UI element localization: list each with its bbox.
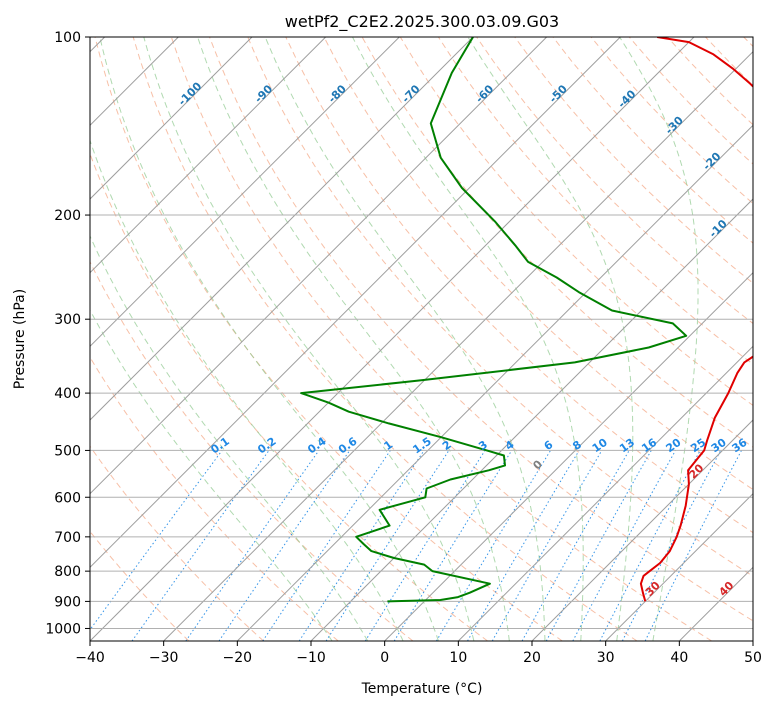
x-tick-label: −30: [149, 650, 179, 666]
mixing-ratio-line: [393, 450, 513, 641]
moist-adiabat: [99, 37, 439, 641]
isotherm-line: [90, 37, 400, 348]
x-tick-label: −20: [223, 650, 253, 666]
x-tick-label: 0: [380, 650, 389, 666]
y-tick-label: 100: [54, 30, 81, 46]
y-tick-label: 300: [54, 312, 81, 328]
dry-adiabat: [247, 37, 753, 577]
isotherm-line: [384, 271, 753, 641]
mixing-ratio-line: [325, 450, 450, 641]
y-tick-label: 500: [54, 443, 81, 459]
isotherm-line: [90, 37, 695, 641]
isotherm-line: [90, 37, 253, 200]
temperature-profile: [639, 37, 753, 602]
x-tick-label: 40: [670, 650, 688, 666]
x-tick-label: 10: [449, 650, 467, 666]
moist-adiabat: [197, 37, 510, 641]
isotherm-line: [310, 198, 753, 641]
profile-lines: [300, 37, 753, 603]
dry-adiabat: [323, 37, 753, 491]
background-lines: [90, 37, 753, 641]
isotherm-line: [605, 492, 753, 641]
y-tick-label: 900: [54, 594, 81, 610]
dry-adiabat: [90, 445, 264, 641]
dry-adiabat: [209, 37, 753, 622]
mixing-ratio-line: [218, 450, 351, 641]
moist-adiabat: [90, 309, 333, 641]
chart-title: wetPf2_C2E2.2025.300.03.09.G03: [285, 12, 559, 32]
dry-adiabat: [170, 37, 712, 641]
y-tick-label: 200: [54, 208, 81, 224]
mixing-ratio-line: [185, 450, 320, 641]
dry-adiabat: [90, 356, 339, 641]
moist-adiabat: [90, 138, 404, 641]
dewpoint-profile: [300, 37, 688, 603]
isotherm-line: [531, 419, 753, 641]
dry-adiabat: [514, 37, 753, 284]
mixing-ratio-line: [644, 450, 742, 641]
isotherm-line: [90, 37, 621, 569]
isotherm-line: [90, 37, 327, 274]
mixing-ratio-line: [621, 450, 722, 641]
isotherm-line: [90, 37, 474, 421]
isotherm-line: [236, 124, 753, 641]
plot-frame: [89, 36, 754, 642]
isotherm-line: [457, 345, 753, 641]
moist-adiabat: [143, 37, 475, 641]
isotherm-line: [752, 640, 753, 641]
x-tick-label: −40: [75, 650, 105, 666]
mixing-ratio-line: [262, 450, 391, 641]
mixing-ratio-line: [90, 450, 223, 631]
x-tick-label: 30: [597, 650, 615, 666]
x-tick-label: 20: [523, 650, 541, 666]
y-tick-label: 1000: [45, 621, 81, 637]
y-axis-label: Pressure (hPa): [12, 289, 28, 389]
y-tick-label: 600: [54, 490, 81, 506]
x-axis-label: Temperature (°C): [361, 681, 483, 697]
moist-adiabat: [352, 37, 584, 641]
moist-adiabat: [619, 37, 699, 641]
dry-adiabat: [476, 37, 753, 325]
dry-adiabat: [90, 260, 414, 641]
mixing-ratio-line: [298, 450, 425, 641]
moist-adiabat: [90, 234, 369, 641]
isotherm-line: [163, 50, 753, 641]
moist-adiabat: [264, 37, 546, 641]
x-tick-label: −10: [296, 650, 326, 666]
mixing-ratio-line: [521, 450, 630, 641]
y-tick-label: 400: [54, 386, 81, 402]
dry-adiabat: [94, 37, 563, 641]
y-tick-label: 800: [54, 564, 81, 580]
y-tick-label: 700: [54, 530, 81, 546]
isotherm-line: [90, 37, 548, 495]
mixing-ratio-line: [572, 450, 676, 641]
plot-background: [90, 37, 753, 641]
dry-adiabat: [285, 37, 753, 534]
axes: −40 −30 −20 −10 0 10 20 30 40 50 100 200 300 400 500 60…: [45, 30, 762, 666]
x-tick-label: 50: [744, 650, 762, 666]
mixing-ratio-line: [545, 450, 652, 641]
